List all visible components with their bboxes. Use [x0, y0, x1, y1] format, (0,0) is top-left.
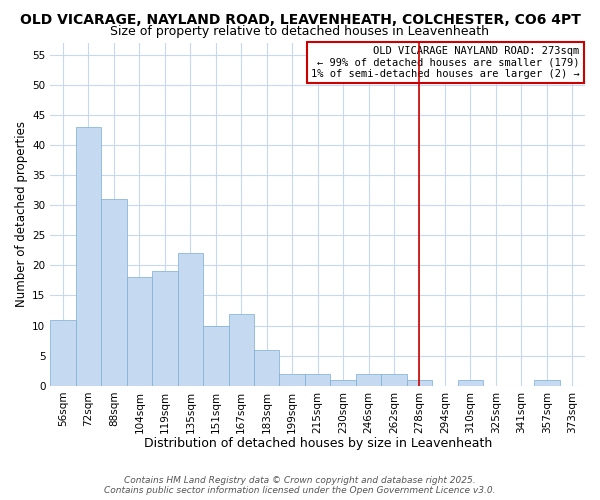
Bar	[458, 380, 483, 386]
X-axis label: Distribution of detached houses by size in Leavenheath: Distribution of detached houses by size …	[143, 437, 492, 450]
Bar	[178, 254, 203, 386]
Bar	[50, 320, 76, 386]
Text: Size of property relative to detached houses in Leavenheath: Size of property relative to detached ho…	[110, 25, 490, 38]
Bar	[381, 374, 407, 386]
Bar	[127, 278, 152, 386]
Bar	[534, 380, 560, 386]
Text: OLD VICARAGE NAYLAND ROAD: 273sqm
← 99% of detached houses are smaller (179)
1% : OLD VICARAGE NAYLAND ROAD: 273sqm ← 99% …	[311, 46, 580, 79]
Text: OLD VICARAGE, NAYLAND ROAD, LEAVENHEATH, COLCHESTER, CO6 4PT: OLD VICARAGE, NAYLAND ROAD, LEAVENHEATH,…	[20, 12, 580, 26]
Bar	[101, 199, 127, 386]
Bar	[152, 272, 178, 386]
Bar	[331, 380, 356, 386]
Bar	[280, 374, 305, 386]
Bar	[356, 374, 381, 386]
Text: Contains HM Land Registry data © Crown copyright and database right 2025.
Contai: Contains HM Land Registry data © Crown c…	[104, 476, 496, 495]
Bar	[254, 350, 280, 386]
Y-axis label: Number of detached properties: Number of detached properties	[15, 121, 28, 307]
Bar	[203, 326, 229, 386]
Bar	[76, 127, 101, 386]
Bar	[229, 314, 254, 386]
Bar	[305, 374, 331, 386]
Bar	[407, 380, 432, 386]
